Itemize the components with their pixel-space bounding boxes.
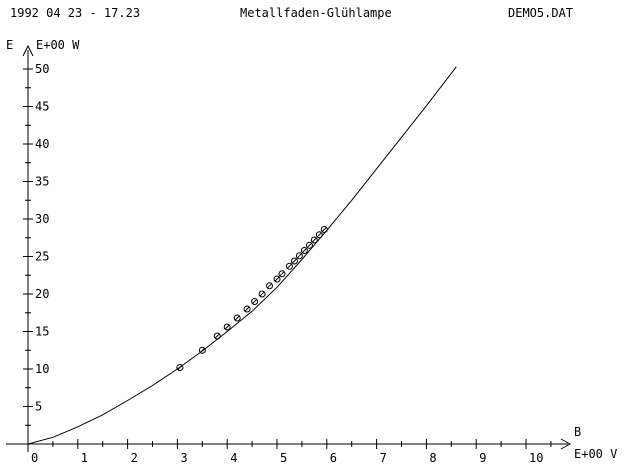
data-point-slash (311, 237, 317, 243)
data-point-marker (295, 252, 303, 260)
x-axis-label: B (574, 425, 581, 439)
y-tick-label: 50 (35, 62, 49, 76)
x-tick-label: 10 (529, 451, 543, 465)
x-tick-label: 7 (380, 451, 387, 465)
y-axis-unit: E+00 W (36, 38, 80, 52)
data-point-marker (213, 332, 221, 340)
data-point-marker (320, 226, 328, 233)
data-point-slash (316, 232, 322, 238)
x-tick-label: 1 (81, 451, 88, 465)
y-tick-label: 20 (35, 287, 49, 301)
data-point-slash (234, 315, 240, 321)
x-axis-unit: E+00 V (574, 447, 617, 461)
data-point-slash (244, 306, 250, 312)
y-axis-arrow-icon (22, 44, 34, 57)
data-point-slash (279, 271, 285, 277)
data-point-slash (267, 283, 272, 289)
x-tick-label: 4 (230, 451, 237, 465)
data-point-marker (305, 241, 313, 249)
y-tick-label: 35 (35, 175, 49, 189)
y-axis-label: E (6, 38, 13, 52)
chart-title: Metallfaden-Glühlampe (240, 6, 392, 20)
x-tick-label: 2 (131, 451, 138, 465)
data-point-marker (273, 275, 281, 283)
data-point-marker (223, 323, 231, 331)
data-point-slash (274, 276, 280, 282)
data-point-slash (224, 324, 230, 330)
data-point-slash (287, 263, 292, 269)
header-file-name: DEMO5.DAT (508, 6, 574, 20)
fit-curve (27, 66, 457, 445)
y-tick-label: 10 (35, 362, 49, 376)
data-point-marker (198, 346, 206, 354)
data-point-slash (321, 227, 327, 232)
data-point-slash (214, 333, 220, 339)
y-tick-label: 40 (35, 137, 49, 151)
data-point-slash (292, 258, 297, 264)
data-point-marker (315, 231, 323, 239)
data-point-slash (252, 299, 257, 304)
x-tick-label: 6 (330, 451, 337, 465)
x-tick-label: 3 (180, 451, 187, 465)
header-date-time: 1992 04 23 - 17.23 (10, 6, 141, 20)
data-point-marker (258, 290, 266, 298)
y-tick-label: 5 (35, 400, 42, 414)
data-point-slash (297, 253, 302, 259)
x-tick-label: 5 (280, 451, 287, 465)
data-point-slash (302, 248, 307, 253)
data-point-marker (233, 314, 241, 322)
data-point-marker (300, 247, 308, 254)
data-point-marker (310, 236, 318, 244)
data-point-marker (285, 262, 293, 270)
data-point-marker (266, 282, 273, 290)
y-tick-label: 15 (35, 325, 49, 339)
data-point-slash (259, 291, 265, 297)
data-point-marker (278, 270, 286, 278)
data-point-marker (243, 305, 251, 313)
y-tick-label: 45 (35, 100, 49, 114)
data-point-marker (176, 364, 184, 371)
x-axis-arrow-icon (560, 438, 572, 450)
data-point-slash (177, 365, 183, 370)
data-point-slash (199, 347, 205, 353)
data-point-marker (290, 257, 298, 265)
y-tick-label: 25 (35, 250, 49, 264)
x-tick-label: 8 (429, 451, 436, 465)
data-point-slash (307, 242, 312, 248)
data-point-marker (251, 298, 259, 305)
y-tick-label: 30 (35, 212, 49, 226)
x-tick-label: 0 (31, 451, 38, 465)
x-tick-label: 9 (479, 451, 486, 465)
